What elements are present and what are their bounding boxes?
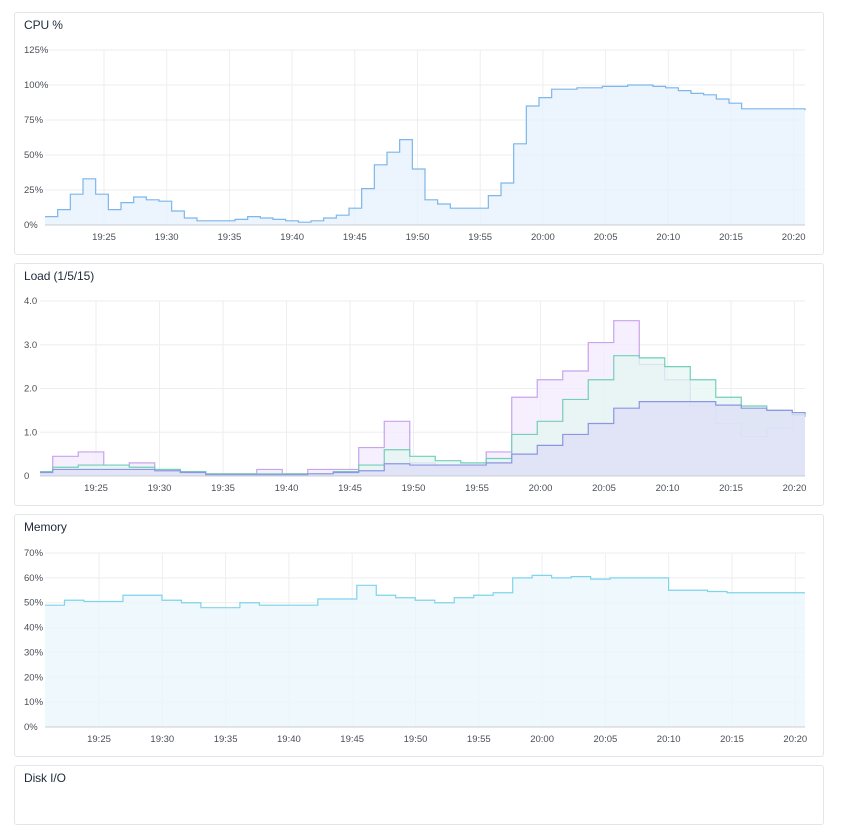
load-chart: 0 1.0 2.0 3.0 4.0 19:25 19:30 19:35 19:40 19:45 19… [24, 296, 807, 494]
x-tick-label: 19:50 [406, 232, 430, 243]
y-tick-label: 2.0 [24, 384, 37, 395]
x-tick-label: 19:30 [150, 734, 174, 745]
y-tick-label: 70% [24, 548, 44, 559]
y-tick-label: 10% [24, 697, 44, 708]
x-tick-label: 19:25 [87, 734, 111, 745]
load-panel: Load (1/5/15) 0 1.0 2.0 3.0 4.0 19:25 19:30 19:… [14, 263, 824, 506]
x-tick-label: 19:25 [92, 232, 116, 243]
x-tick-label: 20:15 [720, 734, 744, 745]
x-tick-label: 19:40 [275, 483, 299, 494]
panel-title: CPU % [24, 18, 63, 32]
y-tick-label: 3.0 [24, 340, 37, 351]
x-tick-label: 20:10 [656, 483, 680, 494]
x-tick-label: 19:25 [84, 483, 108, 494]
x-tick-label: 19:40 [280, 232, 304, 243]
y-tick-label: 0% [24, 722, 38, 733]
y-tick-label: 25% [24, 185, 44, 196]
x-tick-label: 19:50 [402, 483, 426, 494]
x-tick-label: 20:20 [783, 734, 807, 745]
x-tick-label: 19:40 [277, 734, 301, 745]
panel-title: Memory [24, 520, 67, 534]
y-tick-label: 125% [24, 45, 49, 56]
x-tick-label: 20:00 [531, 232, 555, 243]
x-tick-label: 19:30 [155, 232, 179, 243]
x-tick-label: 20:20 [782, 232, 806, 243]
x-tick-label: 19:35 [214, 734, 238, 745]
x-tick-label: 20:10 [657, 734, 681, 745]
y-tick-label: 50% [24, 598, 44, 609]
memory-chart: 0% 10% 20% 30% 40% 50% 60% 70% 19:25 19:30 19:35 19… [24, 548, 807, 745]
series-line [40, 355, 806, 475]
x-tick-label: 20:05 [592, 483, 616, 494]
x-tick-label: 20:05 [594, 734, 618, 745]
y-tick-label: 50% [24, 150, 44, 161]
x-tick-label: 20:05 [594, 232, 618, 243]
x-tick-label: 20:20 [783, 483, 807, 494]
x-tick-label: 20:00 [529, 483, 553, 494]
x-tick-label: 20:00 [530, 734, 554, 745]
series-area [45, 575, 805, 727]
x-tick-label: 19:35 [218, 232, 242, 243]
y-tick-label: 60% [24, 573, 44, 584]
y-tick-label: 75% [24, 115, 44, 126]
panel-title: Disk I/O [24, 771, 66, 785]
y-tick-label: 100% [24, 80, 49, 91]
x-tick-label: 19:45 [343, 232, 367, 243]
x-tick-label: 19:45 [340, 734, 364, 745]
y-tick-label: 4.0 [24, 296, 37, 307]
y-tick-label: 30% [24, 647, 44, 658]
x-tick-label: 19:50 [404, 734, 428, 745]
x-tick-label: 19:35 [211, 483, 235, 494]
x-tick-label: 19:30 [148, 483, 172, 494]
panel-title: Load (1/5/15) [24, 269, 95, 283]
x-tick-label: 19:55 [465, 483, 489, 494]
disk-io-panel: Disk I/O [14, 765, 824, 825]
x-tick-label: 20:10 [656, 232, 680, 243]
y-tick-label: 40% [24, 623, 44, 634]
y-tick-label: 0% [24, 220, 38, 231]
series-line [45, 574, 805, 609]
y-tick-label: 20% [24, 672, 44, 683]
cpu-panel: CPU % 0% 25% 50% 75% 100% 125% 19:25 19:30 19:35… [14, 12, 824, 255]
x-tick-label: 19:45 [338, 483, 362, 494]
x-tick-label: 20:15 [719, 483, 743, 494]
memory-panel: Memory 0% 10% 20% 30% 40% 50% 60% 70% 19:25 19:30… [14, 514, 824, 757]
x-tick-label: 19:55 [468, 232, 492, 243]
series-line [45, 84, 806, 223]
series-area [45, 85, 805, 225]
x-tick-label: 20:15 [719, 232, 743, 243]
y-tick-label: 0 [24, 471, 29, 482]
y-tick-label: 1.0 [24, 427, 37, 438]
cpu-chart: 0% 25% 50% 75% 100% 125% 19:25 19:30 19:35 19:40 1… [24, 45, 806, 243]
series-line [40, 401, 806, 476]
x-tick-label: 19:55 [467, 734, 491, 745]
